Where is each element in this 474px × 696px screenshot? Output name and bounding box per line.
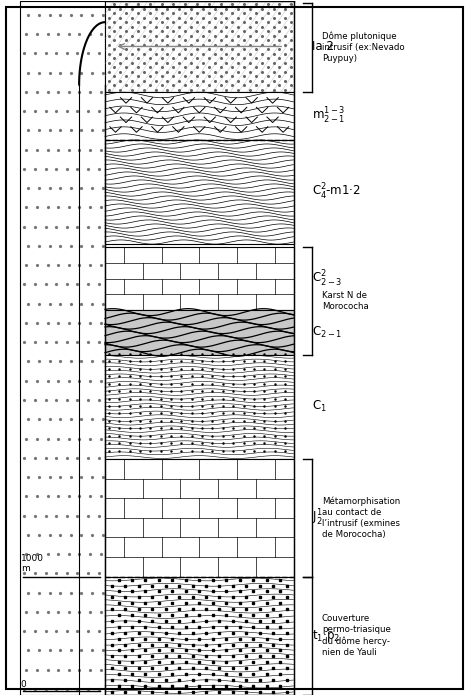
Text: J$_2^1$: J$_2^1$ [312,508,323,528]
Bar [20,1,105,695]
Bar [105,1,293,91]
Text: Karst N de
Morococha: Karst N de Morococha [322,291,369,311]
Bar [105,459,293,577]
Bar [105,310,293,355]
Text: C$_1$: C$_1$ [312,400,327,415]
Text: 0: 0 [21,680,27,689]
Text: Ia 2: Ia 2 [312,40,334,53]
Text: C$_{2-1}$: C$_{2-1}$ [312,324,343,340]
Text: 1000
m: 1000 m [21,554,44,574]
Bar [105,140,293,244]
Bar [105,577,293,695]
Bar [105,355,293,459]
Bar [105,248,293,310]
Text: C$_{2-3}^2$: C$_{2-3}^2$ [312,269,343,289]
Text: Couverture
permo-triasique
du dôme hercy-
nien de Yauli: Couverture permo-triasique du dôme hercy… [322,614,391,657]
Text: m$_{2-1}^{1-3}$: m$_{2-1}^{1-3}$ [312,106,346,126]
Text: Dôme plutonique
intrusif (ex:Nevado
Puypuy): Dôme plutonique intrusif (ex:Nevado Puyp… [322,31,404,63]
Text: t$_1$·p$_2$: t$_1$·p$_2$ [312,628,340,644]
Text: Métamorphisation
au contact de
l’intrusif (exmines
de Morococha): Métamorphisation au contact de l’intrusi… [322,496,400,539]
Text: C$_4^2$-m1·2: C$_4^2$-m1·2 [312,182,361,202]
Bar [105,91,293,140]
